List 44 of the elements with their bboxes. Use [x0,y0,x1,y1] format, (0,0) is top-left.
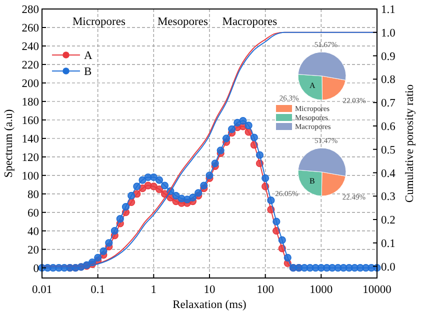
y-tick-label: 60 [28,207,40,220]
y2-tick-label: 0.6 [381,120,396,133]
legend-label: B [84,66,92,78]
annotation: Mesopores [157,16,208,28]
y-tick-label: 120 [22,152,40,164]
y-tick-label: 80 [28,188,40,201]
x-tick-label: 0.01 [32,284,52,296]
y-tick-label: 0 [33,262,40,275]
y2-tick-label: 0.5 [381,144,396,156]
y2-tick-label: 0.9 [381,50,396,63]
y2-tick-label: 1.0 [381,27,396,40]
legend-label: A [84,50,93,62]
text: B [310,176,315,186]
annotation: Micropores [72,16,126,28]
y-tick-label: 140 [22,133,40,146]
x-tick-label: 1000 [310,284,333,296]
y2-tick-label: 0.3 [381,191,396,204]
y-tick-label: 180 [22,96,40,108]
y2-tick-label: 0.2 [381,214,396,227]
x-tick-label: 10 [204,284,216,296]
text: A [310,80,316,90]
y-tick-label: 40 [28,226,40,238]
y-tick-label: 200 [22,78,40,90]
x-axis-title: Relaxation (ms) [172,299,247,311]
annotation: Macropores [222,16,278,28]
y2-tick-label: 0.8 [381,74,396,86]
y2-tick-label: 1.1 [381,4,396,16]
y2-tick-label: 0.7 [381,98,396,110]
y-tick-label: 240 [22,41,40,53]
y-tick-label: 20 [28,244,40,256]
x-tick-label: 100 [256,284,274,296]
y2-tick-label: 0.0 [381,261,396,274]
x-tick-label: 10000 [362,284,392,296]
y-tick-label: 160 [22,114,40,127]
y-axis-title: Spectrum (a.u) [3,109,15,178]
x-tick-label: 0.1 [90,284,106,296]
y2-axis-title: Cumulative porosity ratio [404,84,416,203]
y2-tick-label: 0.4 [381,168,396,180]
y-tick-label: 220 [22,59,40,72]
y-tick-label: 260 [22,22,40,35]
x-tick-label: 1 [150,284,157,296]
y-tick-label: 100 [22,170,40,182]
y2-tick-label: 0.1 [381,238,396,250]
y-tick-label: 280 [22,4,40,16]
